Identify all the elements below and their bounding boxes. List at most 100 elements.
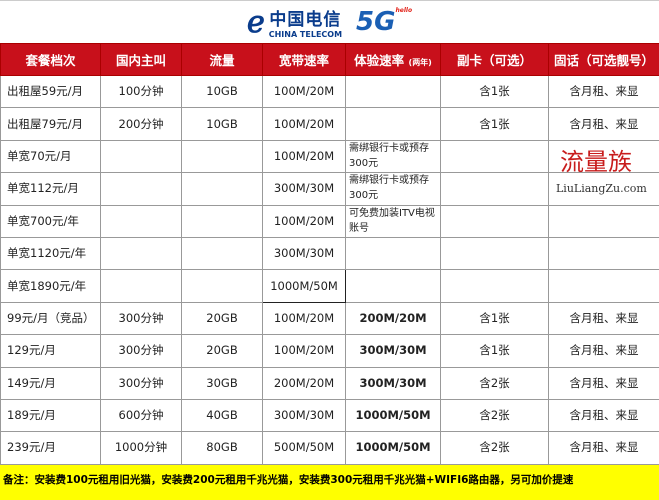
- column-header-label: 体验速率: [354, 53, 405, 68]
- column-header-label: 国内主叫: [115, 53, 166, 68]
- brand-cn: 中国电信: [269, 10, 342, 30]
- table-cell: [548, 172, 659, 206]
- table-cell: 1000M/50M: [345, 398, 441, 433]
- table-cell: 500M/50M: [262, 431, 346, 465]
- table-cell: 149元/月: [0, 366, 101, 400]
- column-header-label: 流量: [209, 53, 235, 68]
- table-cell: 100M/20M: [262, 204, 346, 238]
- table-cell: [100, 139, 182, 174]
- table-cell: [548, 204, 659, 238]
- table-cell: 129元/月: [0, 334, 101, 368]
- table-cell: [100, 204, 182, 238]
- 5g-logo: 5Ghello: [356, 7, 412, 37]
- table-cell: 含1张: [440, 107, 549, 141]
- table-cell: 出租屋79元/月: [0, 107, 101, 141]
- header-note: (两年): [408, 58, 432, 67]
- table-cell: 100分钟: [100, 74, 182, 109]
- table-row: 单宽1120元/年 300M/30M: [0, 236, 659, 271]
- table-cell: 含月租、来显: [548, 334, 659, 368]
- table-cell: 出租屋59元/月: [0, 74, 101, 109]
- china-telecom-logo: ℯ 中国电信 CHINA TELECOM: [247, 5, 342, 40]
- table-cell: 单宽700元/年: [0, 204, 101, 238]
- table-cell: 300M/30M: [345, 334, 441, 368]
- table-cell: 单宽1890元/年: [0, 269, 101, 303]
- column-header-label: 副卡（可选）: [456, 53, 532, 68]
- table-cell: 单宽1120元/年: [0, 236, 101, 271]
- table-cell: 需绑银行卡或预存300元: [345, 139, 441, 174]
- column-header: 流量: [181, 43, 263, 76]
- telecom-emblem-icon: ℯ: [246, 4, 265, 40]
- table-cell: 300分钟: [100, 301, 182, 336]
- table-cell: 含月租、来显: [548, 431, 659, 465]
- table-cell: [345, 236, 441, 271]
- table-cell: 200M/20M: [345, 301, 441, 336]
- table-row: 单宽700元/年 100M/20M 可免费加装ITV电视账号: [0, 204, 659, 238]
- table-cell: 200分钟: [100, 107, 182, 141]
- logo-banner: ℯ 中国电信 CHINA TELECOM 5Ghello: [0, 0, 659, 43]
- table-cell: 含月租、来显: [548, 366, 659, 400]
- column-header: 体验速率 (两年): [345, 43, 441, 76]
- column-header-label: 宽带速率: [278, 53, 329, 68]
- watermark-url: LiuLiangZu.com: [556, 182, 647, 195]
- table-cell: 99元/月（竞品）: [0, 301, 101, 336]
- header-row: 套餐档次 国内主叫 流量 宽带速率 体验速率 (两年) 副卡（可选） 固话（可选靓号）: [0, 43, 659, 76]
- 5g-text: 5G: [356, 7, 396, 37]
- table-cell: [181, 139, 263, 174]
- table-row: 149元/月 300分钟 30GB 200M/20M 300M/30M 含2张 含月租、来显: [0, 366, 659, 400]
- table-row: 出租屋79元/月 200分钟 10GB 100M/20M 含1张 含月租、来显: [0, 107, 659, 141]
- table-cell: [100, 236, 182, 271]
- table-cell: [100, 269, 182, 303]
- table-cell: 单宽112元/月: [0, 172, 101, 206]
- table-cell: 单宽70元/月: [0, 139, 101, 174]
- column-header: 套餐档次: [0, 43, 101, 76]
- table-cell: 300M/30M: [345, 366, 441, 400]
- table-cell: 100M/20M: [262, 139, 346, 174]
- column-header-label: 套餐档次: [25, 53, 76, 68]
- table-cell: 含月租、来显: [548, 301, 659, 336]
- table-cell: [548, 269, 659, 303]
- column-header: 副卡（可选）: [440, 43, 549, 76]
- table-cell: [345, 74, 441, 109]
- table-cell: 含2张: [440, 431, 549, 465]
- table-row: 239元/月 1000分钟 80GB 500M/50M 1000M/50M 含2张 含月租、…: [0, 431, 659, 465]
- column-header: 宽带速率: [262, 43, 346, 76]
- table-cell: 含月租、来显: [548, 74, 659, 109]
- table-cell: 10GB: [181, 74, 263, 109]
- column-header-label: 固话（可选靓号）: [553, 53, 654, 68]
- table-body: 出租屋59元/月 100分钟 10GB 100M/20M 含1张 含月租、来显 出租屋79元…: [0, 74, 659, 465]
- brand-text: 中国电信 CHINA TELECOM: [269, 5, 342, 39]
- table-cell: [181, 172, 263, 206]
- brand-en: CHINA TELECOM: [268, 30, 343, 39]
- table-cell: 含月租、来显: [548, 398, 659, 433]
- table-row: 99元/月（竞品） 300分钟 20GB 100M/20M 200M/20M 含1张 含月租…: [0, 301, 659, 336]
- table-row: 出租屋59元/月 100分钟 10GB 100M/20M 含1张 含月租、来显: [0, 74, 659, 109]
- table-cell: 含月租、来显: [548, 107, 659, 141]
- plan-table: 套餐档次 国内主叫 流量 宽带速率 体验速率 (两年) 副卡（可选） 固话（可选靓号） 出租…: [0, 43, 659, 465]
- table-row: 189元/月 600分钟 40GB 300M/30M 1000M/50M 含2张 含月租、来…: [0, 398, 659, 433]
- table-cell: 10GB: [181, 107, 263, 141]
- table-cell: 600分钟: [100, 398, 182, 433]
- table-cell: 含2张: [440, 366, 549, 400]
- column-header: 固话（可选靓号）: [548, 43, 659, 76]
- table-cell: 含2张: [440, 398, 549, 433]
- watermark-logo: 流量族: [560, 148, 632, 176]
- table-cell: 1000M/50M: [262, 269, 346, 303]
- table-cell: 20GB: [181, 334, 263, 368]
- table-cell: 80GB: [181, 431, 263, 465]
- table-row: 单宽1890元/年 1000M/50M: [0, 269, 659, 303]
- table-cell: [100, 172, 182, 206]
- table-cell: 40GB: [181, 398, 263, 433]
- table-cell: [440, 139, 549, 174]
- table-row: 129元/月 300分钟 20GB 100M/20M 300M/30M 含1张 含月租、来显: [0, 334, 659, 368]
- table-cell: 含1张: [440, 301, 549, 336]
- table-cell: [440, 236, 549, 271]
- table-row: 单宽112元/月 300M/30M 需绑银行卡或预存300元: [0, 172, 659, 206]
- table-cell: [440, 172, 549, 206]
- table-cell: 239元/月: [0, 431, 101, 465]
- table-cell: [345, 107, 441, 141]
- table-cell: 含1张: [440, 74, 549, 109]
- table-cell: [345, 269, 441, 303]
- table-cell: 1000M/50M: [345, 431, 441, 465]
- table-cell: 189元/月: [0, 398, 101, 433]
- column-header: 国内主叫: [100, 43, 182, 76]
